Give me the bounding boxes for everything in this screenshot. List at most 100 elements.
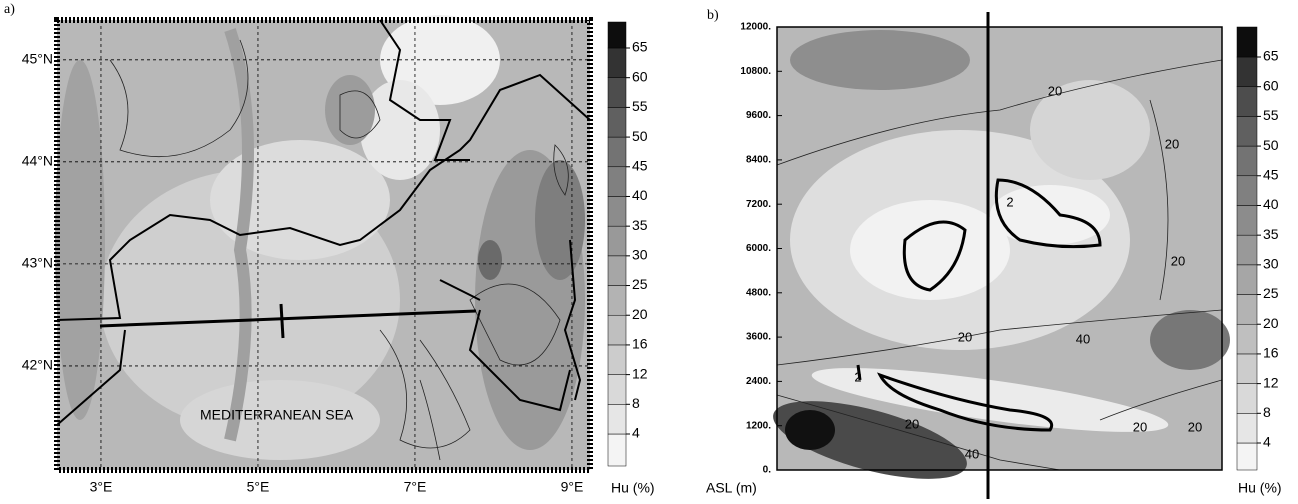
colorbar-box xyxy=(1236,145,1258,177)
y-tick-label: 12000. xyxy=(740,22,771,33)
colorbar-tick-label: 45 xyxy=(1263,166,1279,182)
colorbar-box xyxy=(1236,413,1258,444)
colorbar-tick-label: 16 xyxy=(632,336,648,352)
colorbar-tick-label: 8 xyxy=(1263,404,1271,420)
colorbar-tick-label: 20 xyxy=(1263,315,1279,331)
colorbar-tick-label: 55 xyxy=(632,98,648,114)
x-tick-label: 3°E xyxy=(90,479,113,495)
colorbar-tick-label: 50 xyxy=(632,128,648,144)
contour-label: 20 xyxy=(1048,83,1062,98)
colorbar-box xyxy=(1236,26,1258,58)
x-tick-label: 5°E xyxy=(247,479,270,495)
x-tick-label: 7°E xyxy=(404,479,427,495)
colorbar-box xyxy=(1236,442,1258,471)
colorbar-tick-label: 8 xyxy=(632,395,640,411)
colorbar-box xyxy=(1236,323,1258,355)
y-tick-label: 43°N xyxy=(22,255,53,271)
colorbar-tick-label: 12 xyxy=(632,365,648,381)
colorbar-tick-label: 65 xyxy=(1263,48,1279,64)
colorbar-label: Hu (%) xyxy=(611,480,655,496)
colorbar-tick-label: 12 xyxy=(1263,374,1279,390)
contour-label: 20 xyxy=(958,329,972,344)
colorbar-tick-label: 50 xyxy=(1263,137,1279,153)
colorbar-box xyxy=(607,285,627,316)
colorbar-box xyxy=(607,21,627,49)
contour-label: 2 xyxy=(854,369,861,384)
map-field xyxy=(55,15,590,470)
colorbar-tick-label: 25 xyxy=(632,276,648,292)
colorbar-box xyxy=(607,136,627,168)
colorbar-box xyxy=(1236,56,1258,87)
y-tick-label: 9600. xyxy=(746,110,771,121)
contour-label: 40 xyxy=(965,446,979,461)
colorbar-box xyxy=(1236,383,1258,414)
colorbar-box xyxy=(1236,234,1258,266)
y-tick-label: 6000. xyxy=(746,243,771,254)
contour-label: 20 xyxy=(1165,136,1179,151)
contour-label: 2 xyxy=(1006,194,1013,209)
colorbar-tick-label: 30 xyxy=(1263,256,1279,272)
colorbar-tick-label: 25 xyxy=(1263,285,1279,301)
y-tick-label: 2400. xyxy=(746,376,771,387)
colorbar-tick-label: 60 xyxy=(632,68,648,84)
y-axis-label: ASL (m) xyxy=(706,480,757,496)
y-tick-label: 45°N xyxy=(22,50,53,66)
contour-lines xyxy=(109,39,569,461)
y-tick-label: 10800. xyxy=(740,66,771,77)
y-tick-label: 42°N xyxy=(22,357,53,373)
y-tick-label: 0. xyxy=(763,465,772,476)
colorbar-box xyxy=(607,225,627,257)
colorbar-box xyxy=(1236,116,1258,147)
panel-label: b) xyxy=(707,8,719,23)
colorbar-tick-label: 45 xyxy=(632,157,648,173)
colorbar-box xyxy=(607,107,627,138)
y-tick-label: 7200. xyxy=(746,199,771,210)
y-tick-label: 3600. xyxy=(746,332,771,343)
contour-label: 40 xyxy=(1076,331,1090,346)
colorbar-tick-label: 30 xyxy=(632,247,648,263)
contour-label: 20 xyxy=(1188,419,1202,434)
colorbar-tick-label: 16 xyxy=(1263,345,1279,361)
colorbar-tick-label: 4 xyxy=(1263,434,1271,450)
section-marker xyxy=(279,303,285,339)
section-field xyxy=(773,27,1230,479)
section-contours xyxy=(776,59,1223,471)
section-thick-contours xyxy=(856,178,1102,432)
map-frame xyxy=(54,17,593,473)
colorbar-box xyxy=(1236,175,1258,206)
contour-label: 20 xyxy=(905,416,919,431)
colorbar-box xyxy=(607,47,627,78)
colorbar-tick-label: 55 xyxy=(1263,107,1279,123)
y-tick-label: 44°N xyxy=(22,153,53,169)
section-line xyxy=(99,309,477,328)
colorbar-box xyxy=(607,255,627,286)
colorbar-tick-label: 20 xyxy=(632,306,648,322)
colorbar-box xyxy=(607,404,627,435)
colorbar-tick-label: 4 xyxy=(632,425,640,441)
colorbar-tick-label: 35 xyxy=(1263,226,1279,242)
colorbar-tick-label: 40 xyxy=(1263,196,1279,212)
y-tick-label: 8400. xyxy=(746,155,771,166)
colorbar-box xyxy=(607,344,627,375)
colorbar-box xyxy=(607,374,627,405)
colorbar-box xyxy=(1236,264,1258,295)
x-tick-label: 9°E xyxy=(561,479,584,495)
colorbar-tick-label: 60 xyxy=(1263,77,1279,93)
panel-label: a) xyxy=(4,2,15,17)
colorbar-tick-label: 65 xyxy=(632,39,648,55)
colorbar-box xyxy=(1236,86,1258,117)
colorbar-box xyxy=(1236,294,1258,325)
colorbar-tick-label: 40 xyxy=(632,187,648,203)
coastlines xyxy=(56,19,591,426)
colorbar-box xyxy=(607,196,627,227)
y-tick-label: 4800. xyxy=(746,287,771,298)
contour-label: 20 xyxy=(1133,419,1147,434)
colorbar-label: Hu (%) xyxy=(1238,480,1282,496)
sea-label: MEDITERRANEAN SEA xyxy=(200,407,354,423)
contour-label: 20 xyxy=(1171,253,1185,268)
colorbar-box xyxy=(607,314,627,346)
colorbar-box xyxy=(1236,353,1258,384)
colorbar-box xyxy=(1236,205,1258,236)
y-tick-label: 1200. xyxy=(746,420,771,431)
